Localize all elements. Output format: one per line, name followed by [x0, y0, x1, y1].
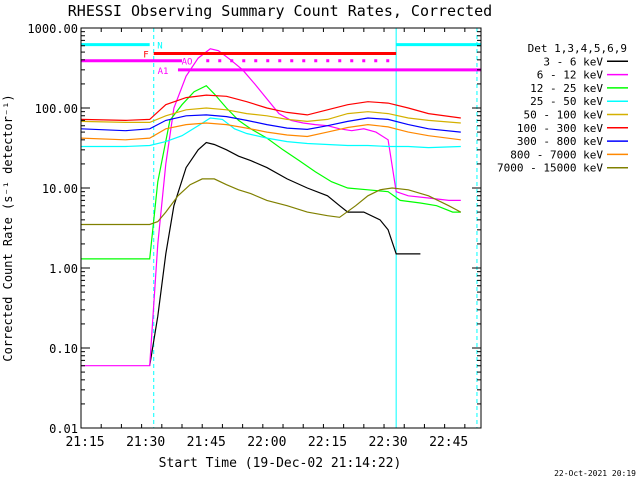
- x-axis-label: Start Time (19-Dec-02 21:14:22): [159, 456, 402, 471]
- legend-label: 300 - 800 keV: [517, 135, 603, 148]
- legend-label: 25 - 50 keV: [530, 95, 603, 108]
- y-tick-label: 100.00: [35, 102, 78, 116]
- state-bar-label: F: [143, 51, 148, 61]
- plot-area: NF AO A1: [80, 28, 481, 428]
- series-line: [80, 94, 461, 122]
- y-tick-label: 0.01: [49, 422, 78, 436]
- series-line: [81, 48, 461, 367]
- state-bar-label: N: [157, 42, 162, 52]
- plot-frame: [80, 27, 482, 429]
- y-tick-label: 0.10: [49, 342, 78, 356]
- x-tick-label: 21:15: [65, 435, 104, 450]
- chart-title: RHESSI Observing Summary Count Rates, Co…: [68, 2, 492, 20]
- legend-label: 50 - 100 keV: [524, 109, 604, 122]
- legend-label: 7000 - 15000 keV: [497, 162, 603, 175]
- x-tick-label: 22:15: [308, 435, 347, 450]
- x-tick-label: 22:00: [247, 435, 286, 450]
- legend-label: 6 - 12 keV: [537, 69, 604, 82]
- y-tick-label: 1000.00: [27, 22, 78, 36]
- legend-title: Det 1,3,4,5,6,9: [528, 42, 627, 55]
- legend-label: 800 - 7000 keV: [510, 148, 603, 161]
- x-tick-label: 22:30: [369, 435, 408, 450]
- legend-label: 3 - 6 keV: [543, 55, 603, 68]
- legend-label: 12 - 25 keV: [530, 82, 603, 95]
- series-line: [80, 114, 461, 133]
- x-tick-label: 21:30: [126, 435, 165, 450]
- state-bar-label: AO: [182, 58, 193, 68]
- series-line: [81, 117, 461, 149]
- legend-label: 100 - 300 keV: [517, 122, 603, 135]
- series-line: [149, 141, 421, 366]
- footer-date: 22-Oct-2021 20:19: [554, 469, 636, 478]
- y-tick-label: 1.00: [49, 262, 78, 276]
- series-line: [81, 178, 462, 226]
- state-bar-label: A1: [158, 67, 169, 77]
- x-tick-label: 22:45: [429, 435, 468, 450]
- y-tick-label: 10.00: [42, 182, 78, 196]
- series-line: [81, 84, 461, 260]
- series-line: [80, 107, 461, 124]
- y-axis-label: Corrected Count Rate (s⁻¹ detector⁻¹): [1, 94, 15, 361]
- x-tick-label: 21:45: [187, 435, 226, 450]
- series-line: [80, 122, 461, 141]
